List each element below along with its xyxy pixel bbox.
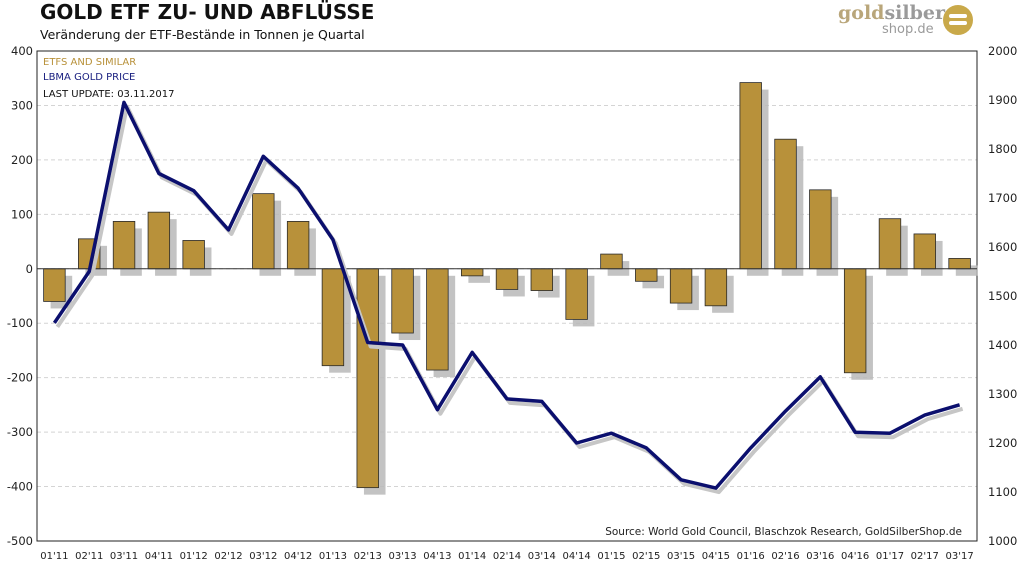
x-tick-label: 03'14	[528, 551, 556, 562]
x-tick-label: 01'14	[458, 551, 486, 562]
bar-shadow	[955, 265, 978, 276]
logo-silber-text: silber	[884, 2, 945, 24]
etf-bar-03'12	[252, 193, 275, 270]
right-tick-label: 1400	[988, 338, 1017, 352]
x-tick-label: 01'12	[180, 551, 208, 562]
etf-bar-03'15	[669, 268, 693, 304]
last-update-note: LAST UPDATE: 03.11.2017	[43, 89, 174, 100]
goldsilbershop-logo: goldsilber shop.de	[838, 2, 978, 40]
x-tick-label: 01'11	[40, 551, 68, 562]
x-tick-label: 02'13	[354, 551, 382, 562]
right-tick-label: 1500	[988, 289, 1017, 303]
etf-bar-02'17	[913, 233, 936, 270]
x-tick-label: 04'15	[702, 551, 730, 562]
right-tick-label: 1100	[988, 485, 1017, 499]
x-tick-label: 02'11	[75, 551, 103, 562]
left-tick-label: -400	[7, 480, 33, 494]
logo-domain-text: shop.de	[882, 22, 934, 37]
x-tick-label: 02'16	[771, 551, 799, 562]
right-tick-label: 2000	[988, 44, 1017, 58]
source-note: Source: World Gold Council, Blaschzok Re…	[605, 526, 962, 538]
x-tick-label: 04'14	[563, 551, 591, 562]
chart-subtitle: Veränderung der ETF-Bestände in Tonnen j…	[40, 27, 365, 42]
etf-bar-04'11	[147, 211, 171, 270]
x-tick-label: 01'17	[876, 551, 904, 562]
logo-gold-text: gold	[838, 2, 885, 24]
bar-shadow	[468, 275, 490, 283]
x-tick-label: 04'16	[841, 551, 869, 562]
left-tick-label: 400	[11, 44, 33, 58]
right-tick-label: 1300	[988, 387, 1017, 401]
right-axis-ticks: 1000 1100 1200 1300 1400 1500 1600 1700 1800 1900…	[988, 44, 1017, 548]
x-tick-label: 03'11	[110, 551, 138, 562]
left-tick-label: -100	[7, 316, 33, 330]
price-line-shadow	[55, 104, 964, 495]
etf-bar-02'15	[635, 268, 658, 282]
x-tick-label: 04'11	[145, 551, 173, 562]
etf-bar-04'16	[843, 268, 867, 374]
right-tick-label: 1200	[988, 436, 1017, 450]
left-tick-label: -500	[7, 534, 33, 548]
etf-bar-04'15	[704, 268, 728, 307]
x-tick-label: 01'16	[737, 551, 765, 562]
etf-bar-03'17	[948, 258, 971, 270]
right-tick-label: 1700	[988, 191, 1017, 205]
x-tick-label: 04'13	[423, 551, 451, 562]
etf-bars	[43, 82, 971, 489]
left-tick-label: 200	[11, 153, 33, 167]
plot-frame	[36, 50, 978, 542]
right-tick-label: 1900	[988, 93, 1017, 107]
bar-shadows	[50, 89, 978, 495]
left-axis-ticks: -500 -400 -300 -200 -100 0 100 200 300 400	[7, 44, 33, 548]
x-tick-label: 02'14	[493, 551, 521, 562]
left-tick-label: -300	[7, 425, 33, 439]
etf-bar-03'13	[391, 268, 414, 334]
etf-bar-01'12	[182, 240, 205, 270]
right-tick-label: 1000	[988, 534, 1017, 548]
x-tick-label: 02'17	[911, 551, 939, 562]
chart-title: GOLD ETF ZU- UND ABFLÜSSE	[40, 0, 375, 24]
left-tick-label: 100	[11, 207, 33, 221]
right-tick-label: 1800	[988, 142, 1017, 156]
etf-bar-01'14	[460, 268, 484, 277]
x-tick-label: 03'17	[945, 551, 973, 562]
gold-price-line	[52, 100, 961, 490]
x-tick-label: 03'16	[806, 551, 834, 562]
x-tick-label: 03'13	[388, 551, 416, 562]
left-tick-label: 300	[11, 98, 33, 112]
etf-bar-01'13	[321, 268, 345, 367]
etf-bar-04'13	[426, 268, 449, 371]
legend-etfs: ETFS AND SIMILAR	[43, 57, 136, 68]
etf-bar-01'15	[600, 253, 623, 270]
etf-bar-02'16	[774, 138, 797, 270]
right-tick-label: 1600	[988, 240, 1017, 254]
etf-bar-01'11	[43, 268, 66, 302]
etf-bar-03'16	[809, 189, 832, 270]
x-tick-label: 02'12	[214, 551, 242, 562]
etf-bar-02'14	[495, 268, 519, 290]
x-tick-label: 03'15	[667, 551, 695, 562]
x-axis-ticks: 01'11 02'11 03'11 04'11 01'12 02'12 03'12 04'12…	[40, 551, 973, 562]
etf-bar-04'12	[286, 221, 310, 270]
etf-bar-03'14	[530, 268, 554, 291]
etf-bar-01'17	[878, 218, 902, 270]
etf-bar-02'13	[356, 268, 379, 489]
x-tick-label: 01'13	[319, 551, 347, 562]
x-tick-label: 02'15	[632, 551, 660, 562]
logo-wordmark: goldsilber	[838, 2, 945, 24]
legend-gold-price: LBMA GOLD PRICE	[43, 72, 135, 83]
left-tick-label: 0	[26, 262, 33, 276]
x-tick-label: 01'15	[597, 551, 625, 562]
etf-bar-03'11	[112, 221, 136, 270]
etf-bar-01'16	[739, 82, 762, 270]
gold-coin-icon	[943, 5, 973, 35]
left-tick-label: -200	[7, 371, 33, 385]
x-tick-label: 04'12	[284, 551, 312, 562]
etf-bar-04'14	[565, 268, 588, 320]
x-tick-label: 03'12	[249, 551, 277, 562]
